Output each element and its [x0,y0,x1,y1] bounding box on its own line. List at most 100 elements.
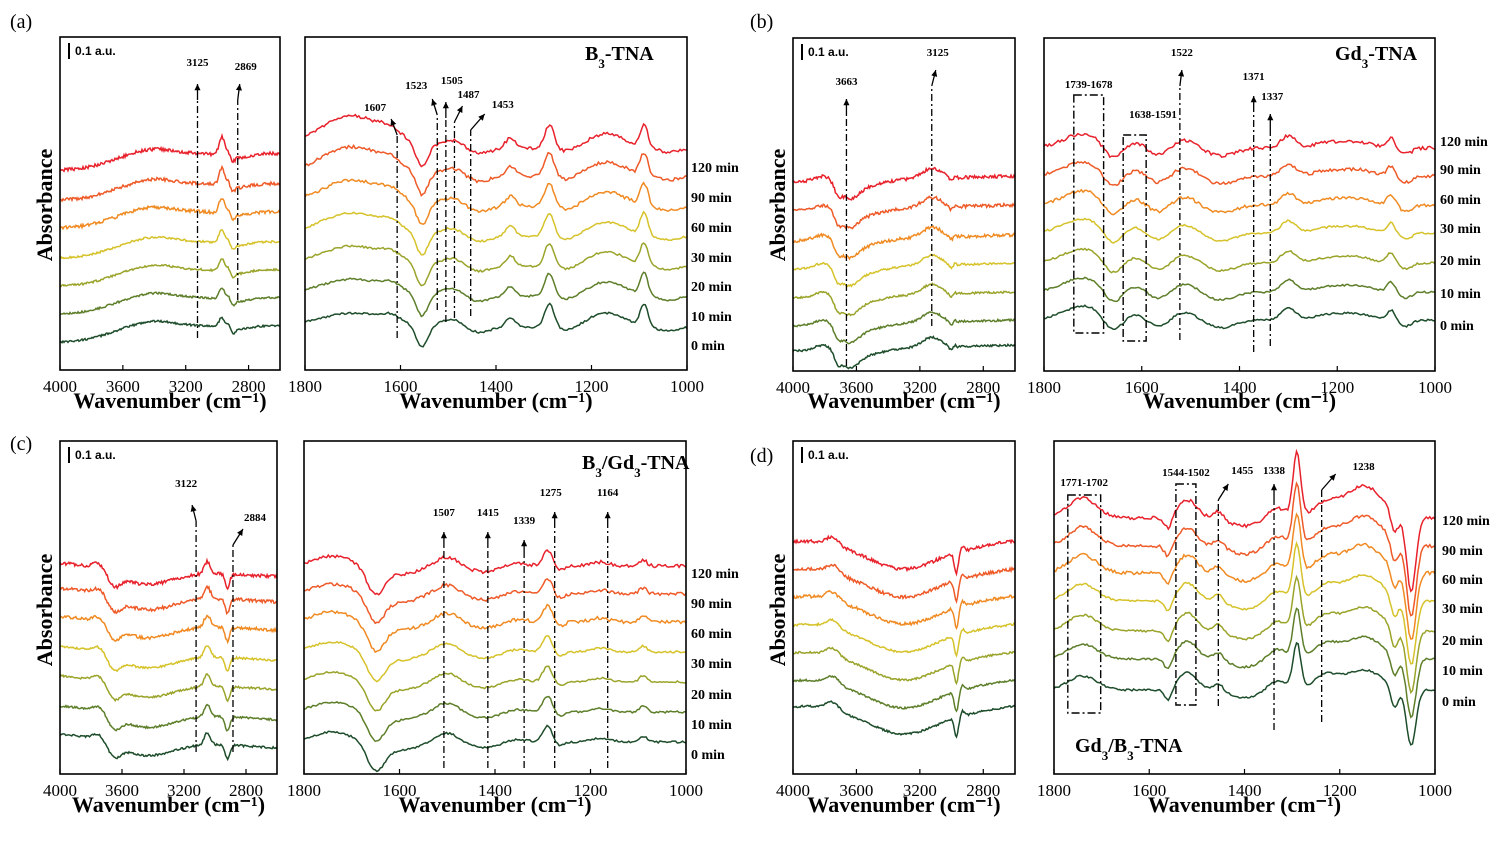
left-plot: 4000 3600 3200 2800 0.1 a.u. Wavenumber (cm⁻¹… [776,440,1016,817]
x-tick-label: 3600 [105,781,139,800]
spectrum-line-90-min [303,577,687,625]
panel-label: (c) [10,433,32,455]
spectrum-line-120-min [59,132,281,173]
x-tick-label: 3600 [839,781,873,800]
panel-d: (d) Absorbance 4000 3600 3200 2800 0.1 a.u. Wav… [750,440,1490,817]
x-tick-label: 3200 [903,781,937,800]
panel-b: (b) Absorbance 4000 3600 3200 2800 0.1 a.u. Wav… [750,11,1488,413]
spectrum-line-0-min [1044,304,1435,331]
scale-bar-label: 0.1 a.u. [808,448,849,462]
spectrum-line-10-min [792,674,1016,713]
x-tick-label: 2800 [966,781,1000,800]
peak-label: 1238 [1353,461,1376,473]
x-tick-label: 1200 [574,781,608,800]
peak-label: 1275 [540,487,563,499]
x-tick-label: 1800 [287,781,321,800]
x-tick-label: 1800 [1037,781,1071,800]
peak-label: 3125 [187,57,210,69]
left-plot: 4000 3600 3200 2800 0.1 a.u. Wavenumber (cm⁻¹… [776,37,1016,413]
legend-label-20-min: 20 min [691,280,732,295]
x-tick-label: 1600 [383,781,417,800]
x-tick-label: 2800 [229,781,263,800]
legend-label-60-min: 60 min [691,221,732,236]
spectrum-line-90-min [1053,480,1436,617]
legend-label-120-min: 120 min [691,567,739,582]
legend-label-120-min: 120 min [691,161,739,176]
band-label: 1739-1678 [1065,79,1113,91]
peak-label: 1415 [477,507,500,519]
right-plot: 1800 1600 1400 1200 1000 Wavenumber (cm⁻¹) [288,36,704,413]
legend-label-60-min: 60 min [1442,573,1483,588]
spectrum-line-60-min [59,198,281,231]
legend-label-30-min: 30 min [1440,222,1481,237]
spectrum-line-90-min [792,563,1016,605]
arrow-head [440,532,447,539]
legend-label-10-min: 10 min [1440,287,1481,302]
spectrum-line-60-min [792,225,1016,261]
band-label: 1771-1702 [1060,477,1108,489]
peak-label: 2869 [235,61,258,73]
spectrum-line-120-min [1043,132,1436,159]
plot-frame [792,37,1016,372]
peak-label: 1487 [457,89,480,101]
x-tick-label: 1000 [669,781,703,800]
spectrum-line-20-min [59,672,278,703]
spectrum-line-120-min [304,113,688,168]
spectrum-line-90-min [59,584,278,616]
spectrum-line-10-min [792,311,1016,345]
spectrum-line-60-min [59,614,278,645]
x-tick-label: 1200 [1323,781,1357,800]
peak-label: 3122 [175,478,198,490]
spectrum-line-60-min [792,589,1016,631]
peak-label: 3125 [927,47,950,59]
x-axis-label: Wavenumber (cm⁻¹) [1148,792,1341,817]
scale-bar-label: 0.1 a.u. [808,45,849,59]
arrow-head [521,540,528,547]
arrow-head [478,114,485,121]
legend-label-10-min: 10 min [691,718,732,733]
spectrum-line-30-min [59,645,278,673]
peak-label: 1337 [1261,91,1284,103]
arrow-head [456,106,463,113]
spectrum-line-60-min [1043,188,1436,216]
spectrum-line-30-min [303,635,687,683]
arrow-head [843,99,850,106]
peak-label: 1453 [492,99,515,111]
spectrum-line-30-min [304,210,688,256]
spectrum-line-90-min [304,144,688,197]
spectrum-line-10-min [1053,607,1436,719]
legend-label-20-min: 20 min [1442,634,1483,649]
scale-bar-label: 0.1 a.u. [75,44,116,58]
x-tick-label: 1600 [1125,378,1159,397]
panel-c: (c) Absorbance 4000 3600 3200 2800 0.1 a.u. Wav… [10,433,739,817]
spectrum-line-0-min [303,724,687,773]
legend-label-30-min: 30 min [691,251,732,266]
spectrum-line-0-min [792,700,1016,739]
spectrum-line-30-min [1053,540,1436,665]
legend-label-0-min: 0 min [691,748,725,763]
plot-frame [303,440,687,775]
spectrum-line-20-min [1043,247,1436,274]
scale-bar-label: 0.1 a.u. [75,448,116,462]
peak-label: 1455 [1231,465,1254,477]
legend-label-120-min: 120 min [1442,514,1490,529]
spectrum-line-90-min [792,195,1016,230]
legend-label-90-min: 90 min [691,597,732,612]
arrow-head [1267,114,1274,121]
spectrum-line-120-min [1053,448,1436,593]
spectrum-line-20-min [304,242,688,287]
legend-label-30-min: 30 min [1442,602,1483,617]
chart-title: Gd3/B3-TNA [1075,735,1183,763]
arrow-head [1178,70,1185,77]
plot-frame [59,36,281,371]
spectrum-line-0-min [304,302,688,348]
x-axis-label: Wavenumber (cm⁻¹) [73,388,266,413]
spectrum-line-20-min [59,258,281,288]
legend-label-60-min: 60 min [691,627,732,642]
x-axis-label: Wavenumber (cm⁻¹) [398,792,591,817]
spectrum-line-120-min [303,549,687,596]
legend-label-10-min: 10 min [1442,664,1483,679]
arrow-head [442,102,449,109]
panel-label: (a) [10,11,32,33]
arrow-head [237,529,243,536]
